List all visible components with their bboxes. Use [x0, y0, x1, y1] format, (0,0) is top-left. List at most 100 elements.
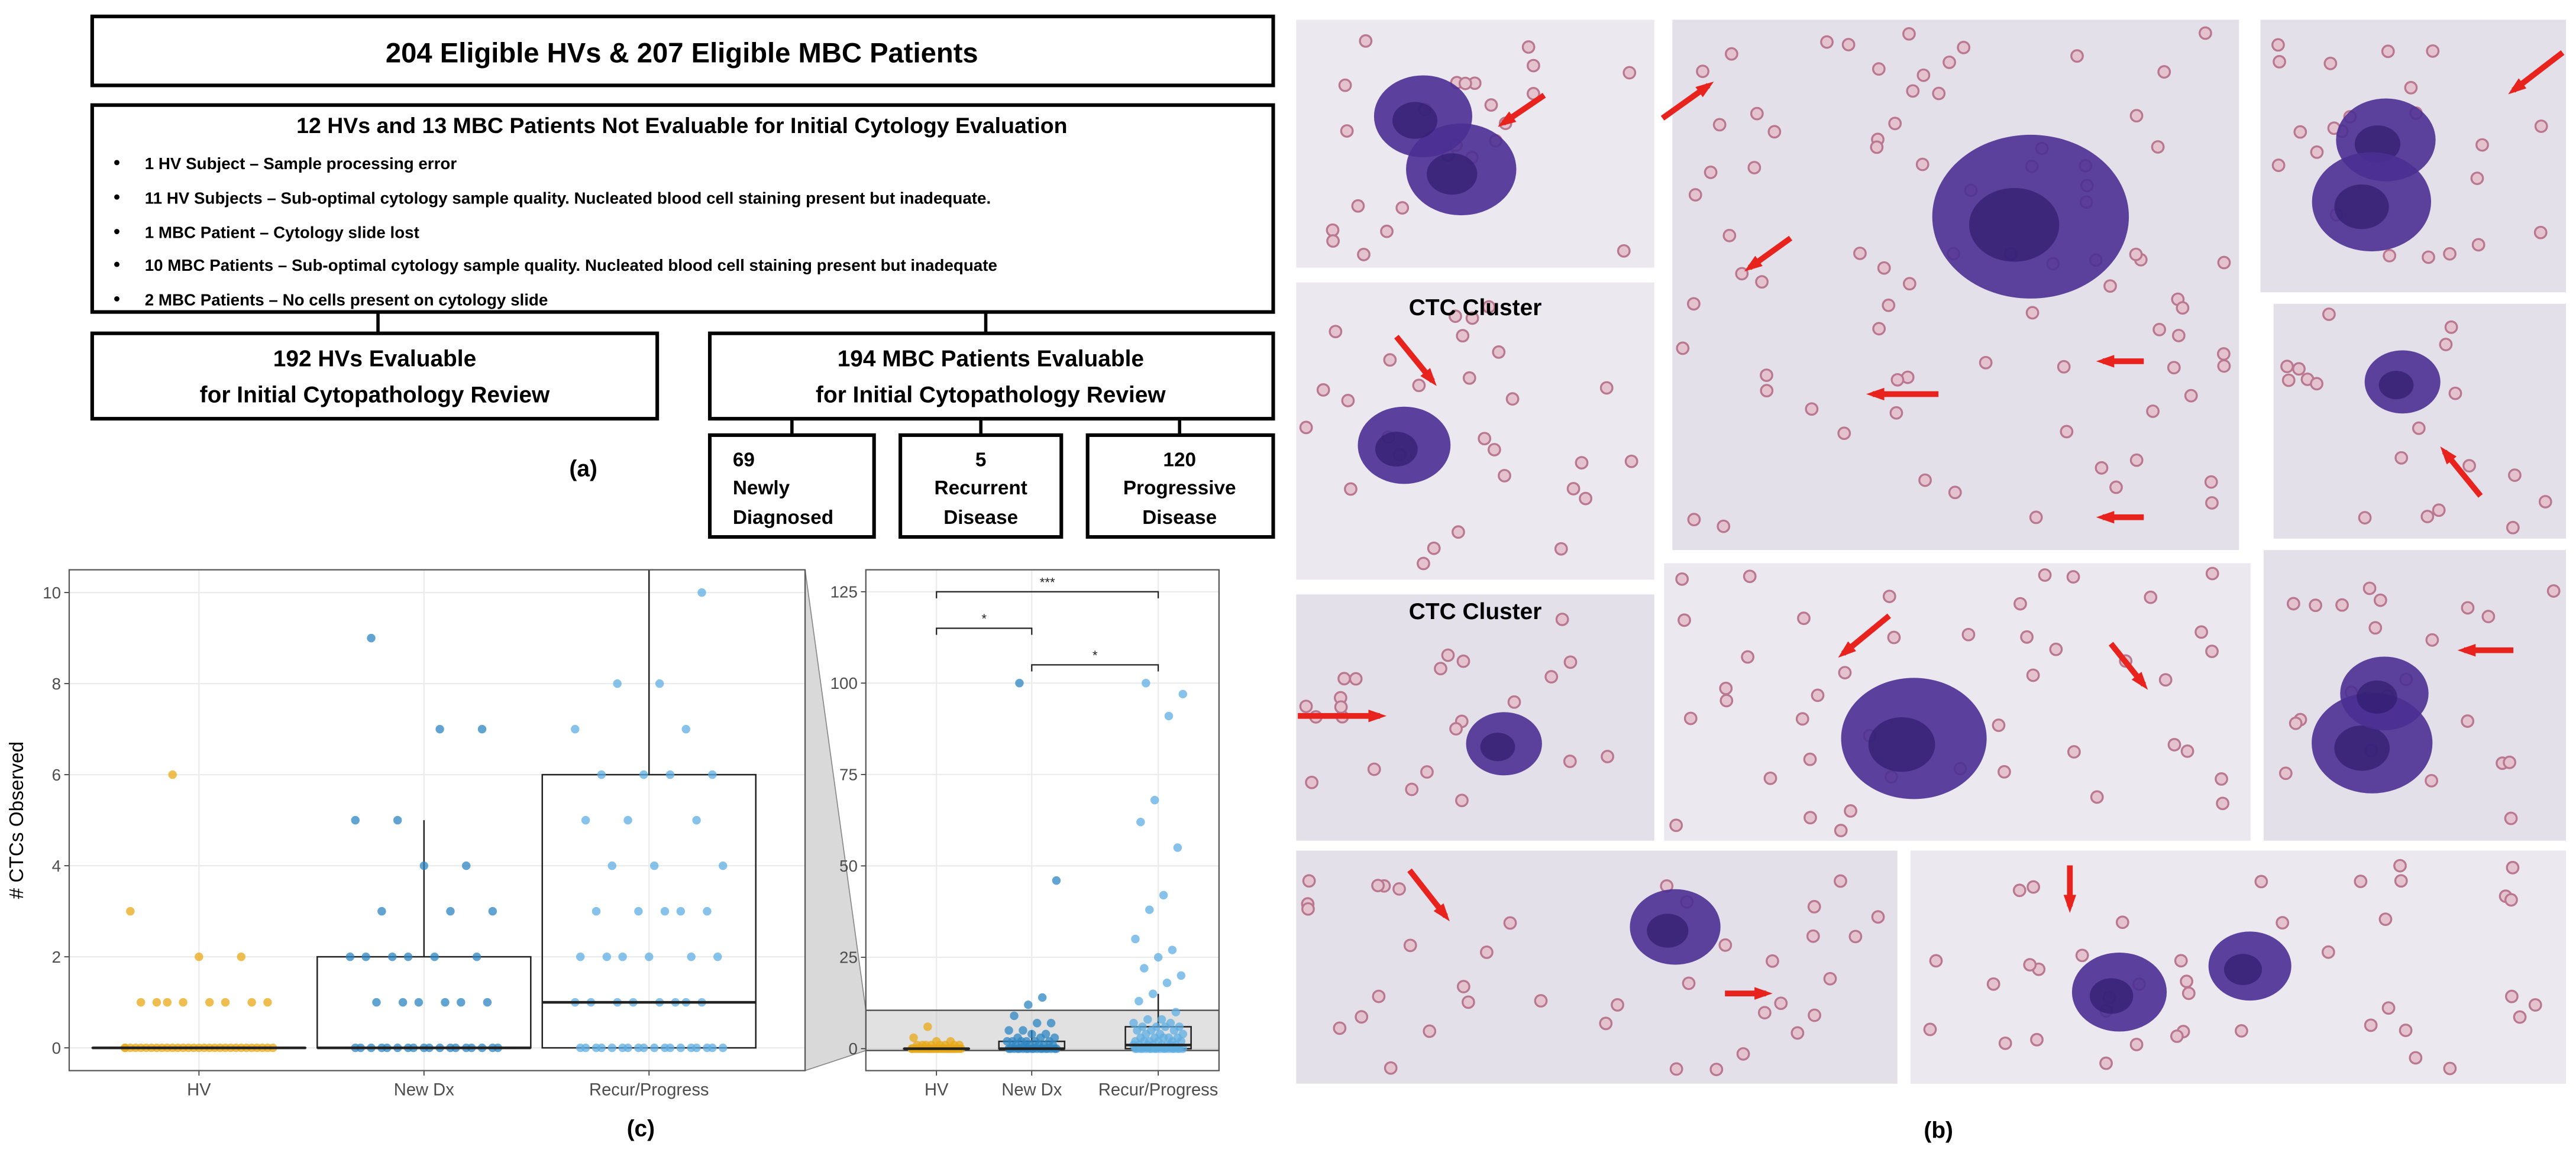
point	[581, 815, 590, 825]
arrow-head	[1498, 111, 1517, 127]
red-blood-cell	[2461, 601, 2475, 615]
red-blood-cell	[1678, 613, 1691, 627]
mbc-box	[707, 331, 1275, 421]
red-blood-cell	[2174, 954, 2188, 968]
cell-nucleus	[1480, 733, 1515, 762]
red-blood-cell	[1316, 383, 1330, 397]
red-blood-cell	[1299, 700, 1313, 713]
red-blood-cell	[1465, 311, 1479, 325]
point	[1148, 989, 1158, 998]
point	[1024, 1000, 1033, 1009]
point	[393, 815, 402, 825]
red-blood-cell	[2461, 714, 2475, 728]
point	[687, 952, 696, 961]
red-blood-cell	[1682, 976, 1696, 990]
red-blood-cell	[1456, 329, 1470, 343]
point	[1138, 1022, 1147, 1031]
red-blood-cell	[1359, 34, 1373, 48]
red-blood-cell	[2217, 359, 2231, 373]
red-blood-cell	[2204, 475, 2218, 489]
cell-nucleus	[1427, 153, 1478, 195]
red-blood-cell	[2026, 668, 2040, 682]
subgroup-text: Disease	[1142, 507, 1217, 529]
red-blood-cell	[2362, 581, 2377, 595]
red-blood-cell	[2023, 958, 2037, 972]
red-blood-cell	[2157, 65, 2171, 79]
point	[1171, 1008, 1181, 1016]
red-blood-cell	[2060, 425, 2074, 439]
red-blood-cell	[1380, 224, 1394, 238]
red-blood-cell	[1599, 381, 1614, 395]
exclusion-item: 10 MBC Patients – Sub-optimal cytology s…	[145, 256, 997, 274]
red-blood-cell	[1544, 670, 1559, 684]
red-blood-cell	[2506, 860, 2520, 875]
y-tick-label: 4	[52, 857, 61, 875]
point	[607, 1043, 616, 1053]
point	[179, 998, 188, 1007]
bullet	[114, 296, 119, 302]
red-blood-cell	[1423, 1024, 1437, 1038]
red-blood-cell	[1334, 700, 1348, 714]
point	[1019, 1026, 1027, 1035]
red-blood-cell	[1889, 406, 1903, 420]
red-blood-cell	[1482, 300, 1496, 314]
subgroup-text: 120	[1163, 449, 1196, 471]
red-blood-cell	[1720, 694, 1734, 708]
point	[1010, 1011, 1019, 1021]
red-blood-cell	[2049, 642, 2063, 656]
red-blood-cell	[1820, 35, 1834, 49]
point	[351, 815, 360, 825]
red-blood-cell	[2129, 247, 2143, 261]
red-blood-cell	[1724, 47, 1738, 61]
point	[477, 724, 487, 734]
red-blood-cell	[1844, 804, 1857, 818]
point	[441, 998, 450, 1007]
red-blood-cell	[1367, 762, 1381, 776]
red-blood-cell	[2368, 621, 2383, 635]
cell-nucleus	[2357, 680, 2397, 714]
red-blood-cell	[1797, 611, 1811, 626]
red-blood-cell	[1534, 994, 1548, 1008]
point	[1037, 993, 1047, 1002]
red-blood-cell	[1611, 998, 1624, 1012]
red-blood-cell	[1806, 929, 1820, 943]
point	[1004, 1026, 1013, 1035]
red-blood-cell	[2381, 1001, 2396, 1015]
subgroup-text: Recurrent	[935, 477, 1027, 499]
red-blood-cell	[2075, 948, 2089, 963]
red-blood-cell	[1834, 824, 1848, 837]
arrow-head	[1744, 255, 1763, 272]
point	[361, 952, 370, 961]
red-blood-cell	[1774, 996, 1788, 1011]
red-blood-cell	[2012, 883, 2026, 898]
panel-label: (b)	[1924, 1118, 1953, 1143]
red-blood-cell	[2504, 893, 2518, 907]
point	[345, 952, 355, 961]
point	[1129, 1019, 1138, 1028]
red-blood-cell	[2181, 986, 2196, 1000]
plot-border	[68, 569, 806, 1071]
cell-nucleus	[1868, 717, 1935, 772]
red-blood-cell	[2158, 673, 2173, 687]
point	[918, 1041, 927, 1050]
y-tick-label: 6	[52, 766, 61, 784]
red-blood-cell	[1929, 954, 1943, 968]
red-blood-cell	[1795, 712, 1809, 726]
panel-label: (c)	[627, 1116, 655, 1142]
red-blood-cell	[1998, 1036, 2012, 1050]
point	[388, 952, 397, 961]
red-blood-cell	[1372, 989, 1386, 1003]
red-blood-cell	[2205, 566, 2219, 581]
red-blood-cell	[1755, 275, 1769, 289]
exclusion-item: 11 HV Subjects – Sub-optimal cytology sa…	[145, 189, 991, 207]
point	[1050, 1033, 1059, 1042]
point	[932, 1037, 941, 1046]
red-blood-cell	[1803, 752, 1817, 766]
red-blood-cell	[1456, 654, 1470, 668]
red-blood-cell	[1870, 140, 1884, 154]
micrograph-background	[1296, 282, 1654, 580]
red-blood-cell	[1767, 125, 1782, 139]
red-blood-cell	[1461, 995, 1475, 1009]
point	[398, 998, 408, 1007]
red-blood-cell	[1355, 1010, 1369, 1024]
